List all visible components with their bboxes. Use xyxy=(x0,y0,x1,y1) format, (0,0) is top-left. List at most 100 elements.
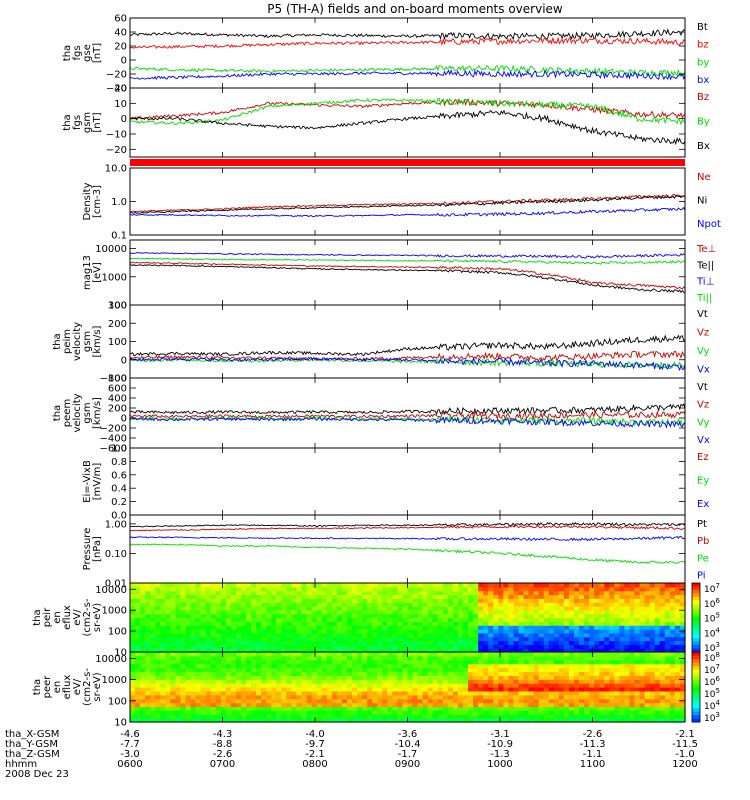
spectrogram-cell xyxy=(155,659,161,665)
spectrogram-cell xyxy=(488,694,494,700)
spectrogram-cell xyxy=(352,602,358,607)
spectrogram-cell xyxy=(442,671,449,676)
spectrogram-cell xyxy=(155,590,161,596)
spectrogram-cell xyxy=(241,671,247,676)
spectrogram-cell xyxy=(130,640,136,645)
spectrogram-cell xyxy=(165,659,171,665)
spectrogram-cell xyxy=(538,655,545,661)
series-line-Te|| xyxy=(129,264,686,294)
spectrogram-cell xyxy=(568,710,575,715)
spectrogram-cell xyxy=(589,583,595,588)
spectrogram-cell xyxy=(230,586,237,592)
spectrogram-cell xyxy=(629,710,636,715)
spectrogram-cell xyxy=(649,659,656,665)
spectrogram-cell xyxy=(574,702,580,708)
spectrogram-cell xyxy=(452,694,459,700)
spectrogram-cell xyxy=(599,694,605,700)
spectrogram-cell xyxy=(624,698,631,704)
spectrogram-cell xyxy=(276,617,282,622)
spectrogram-cell xyxy=(135,659,141,665)
spectrogram-cell xyxy=(235,648,242,653)
spectrogram-cell xyxy=(609,621,615,626)
spectrogram-cell xyxy=(341,602,348,607)
spectrogram-cell xyxy=(160,683,166,688)
spectrogram-cell xyxy=(402,617,409,622)
y-tick-label: 100 xyxy=(108,627,127,638)
spectrogram-cell xyxy=(589,679,595,684)
spectrogram-cell xyxy=(362,648,368,653)
spectrogram-cell xyxy=(508,652,515,657)
spectrogram-cell xyxy=(574,613,580,619)
y-axis-label: tha xyxy=(32,679,43,695)
spectrogram-cell xyxy=(523,714,530,719)
spectrogram-cell xyxy=(331,706,338,711)
spectrogram-cell xyxy=(336,714,343,719)
spectrogram-cell xyxy=(664,598,671,603)
ephemeris-value: -11.5 xyxy=(672,739,698,750)
y-axis-label: eV/ xyxy=(72,678,83,695)
spectrogram-cell xyxy=(452,629,459,634)
spectrogram-cell xyxy=(326,652,333,657)
spectrogram-cell xyxy=(321,590,328,596)
spectrogram-cell xyxy=(427,632,434,638)
spectrogram-cell xyxy=(261,679,267,684)
spectrogram-cell xyxy=(326,594,333,599)
spectrogram-cell xyxy=(629,659,636,665)
y-axis-label: en xyxy=(52,611,63,624)
spectrogram-cell xyxy=(367,698,373,704)
spectrogram-cell xyxy=(251,590,257,596)
spectrogram-cell xyxy=(553,621,560,626)
spectrogram-cell xyxy=(468,602,474,607)
spectrogram-cell xyxy=(397,594,404,599)
spectrogram-cell xyxy=(387,606,393,611)
spectrogram-cell xyxy=(669,667,676,673)
spectrogram-cell xyxy=(528,710,535,715)
spectrogram-cell xyxy=(352,702,358,708)
spectrogram-cell xyxy=(160,629,166,634)
spectrogram-cell xyxy=(336,710,343,715)
spectrogram-cell xyxy=(528,636,535,642)
spectrogram-cell xyxy=(135,675,141,680)
spectrogram-cell xyxy=(402,583,409,588)
spectrogram-cell xyxy=(543,679,550,684)
spectrogram-cell xyxy=(447,583,454,588)
spectrogram-cell xyxy=(321,675,328,680)
spectrogram-cell xyxy=(326,694,333,700)
spectrogram-cell xyxy=(563,598,570,603)
spectrogram-cell xyxy=(241,640,247,645)
spectrogram-cell xyxy=(251,583,257,588)
spectrogram-cell xyxy=(674,621,681,626)
spectrogram-cell xyxy=(533,594,540,599)
spectrogram-cell xyxy=(225,636,232,642)
spectrogram-cell xyxy=(281,602,288,607)
spectrogram-cell xyxy=(463,683,469,688)
spectrogram-cell xyxy=(165,706,171,711)
spectrogram-cell xyxy=(589,648,595,653)
spectrogram-cell xyxy=(225,671,232,676)
colorbar-segment xyxy=(692,701,700,705)
spectrogram-cell xyxy=(599,679,605,684)
spectrogram-cell xyxy=(558,594,565,599)
spectrogram-cell xyxy=(447,667,454,673)
spectrogram-cell xyxy=(306,663,313,669)
spectrogram-cell xyxy=(432,652,439,657)
spectrogram-cell xyxy=(225,718,232,723)
spectrogram-cell xyxy=(508,659,515,665)
spectrogram-cell xyxy=(251,675,257,680)
spectrogram-cell xyxy=(584,606,590,611)
spectrogram-cell xyxy=(352,667,358,673)
spectrogram-cell xyxy=(175,590,182,596)
spectrogram-cell xyxy=(452,702,459,708)
spectrogram-cell xyxy=(235,594,242,599)
spectrogram-cell xyxy=(649,718,656,723)
spectrogram-cell xyxy=(261,659,267,665)
spectrogram-cell xyxy=(377,690,383,696)
spectrogram-cell xyxy=(659,583,666,588)
spectrogram-cell xyxy=(140,606,146,611)
spectrogram-cell xyxy=(558,648,565,653)
spectrogram-cell xyxy=(503,632,510,638)
spectrogram-cell xyxy=(629,706,636,711)
spectrogram-cell xyxy=(155,655,161,661)
spectrogram-cell xyxy=(528,706,535,711)
spectrogram-cell xyxy=(170,683,177,688)
